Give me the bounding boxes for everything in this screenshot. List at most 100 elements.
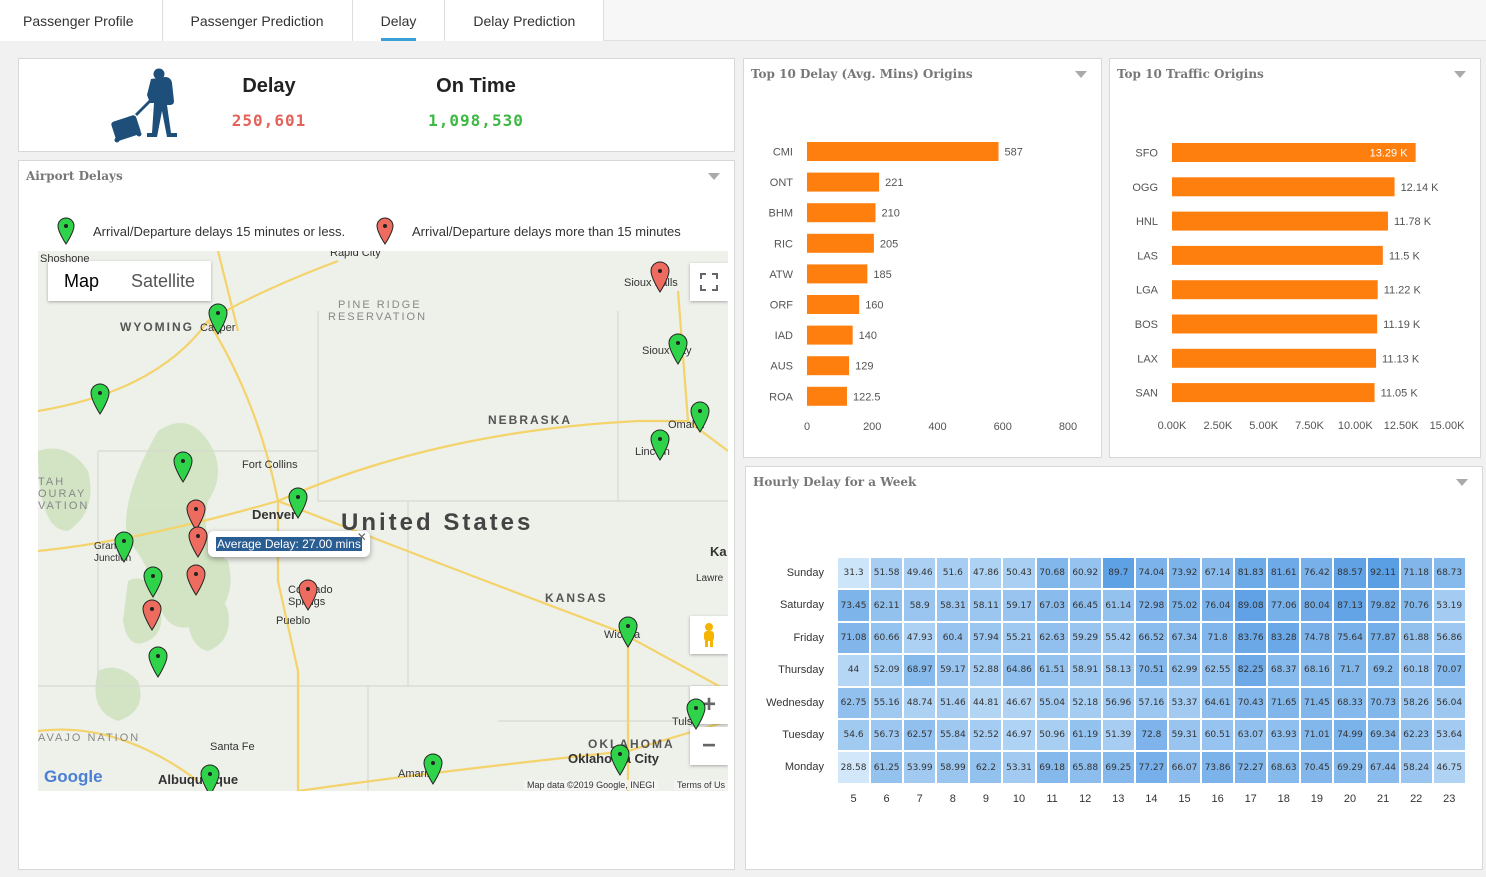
heatmap-cell[interactable]: 69.34 (1366, 718, 1400, 752)
heatmap-cell[interactable]: 68.63 (1267, 751, 1301, 784)
heatmap-cell[interactable]: 55.21 (1002, 621, 1036, 655)
heatmap-cell[interactable]: 63.07 (1234, 718, 1268, 752)
heatmap-cell[interactable]: 83.28 (1267, 621, 1301, 655)
heatmap-cell[interactable]: 73.92 (1167, 557, 1202, 590)
map[interactable]: Map Satellite + − WYOMING NEBRASKA KANSA… (38, 251, 728, 791)
heatmap-cell[interactable]: 74.04 (1134, 557, 1168, 590)
green-pin-marker[interactable] (114, 531, 134, 568)
red-pin-marker[interactable] (298, 579, 318, 616)
heatmap-cell[interactable]: 71.8 (1201, 621, 1235, 655)
heatmap-cell[interactable]: 49.46 (903, 557, 937, 590)
heatmap-cell[interactable]: 66.52 (1134, 621, 1168, 655)
heatmap-cell[interactable]: 55.16 (870, 686, 904, 719)
heatmap-cell[interactable]: 65.88 (1068, 751, 1102, 784)
heatmap-cell[interactable]: 52.09 (870, 654, 904, 687)
heatmap-cell[interactable]: 47.86 (969, 557, 1003, 590)
heatmap-cell[interactable]: 83.76 (1234, 621, 1268, 655)
heatmap-cell[interactable]: 61.88 (1399, 621, 1433, 655)
heatmap-cell[interactable]: 68.16 (1300, 654, 1334, 687)
heatmap-cell[interactable]: 74.99 (1333, 718, 1367, 752)
red-pin-marker[interactable] (188, 526, 208, 563)
tab-passenger-profile[interactable]: Passenger Profile (0, 0, 163, 41)
heatmap-cell[interactable]: 60.51 (1201, 718, 1235, 752)
green-pin-marker[interactable] (668, 333, 688, 370)
heatmap-cell[interactable]: 46.67 (1002, 686, 1036, 719)
heatmap-cell[interactable]: 60.66 (870, 621, 904, 655)
heatmap-cell[interactable]: 64.86 (1002, 654, 1036, 687)
heatmap-cell[interactable]: 75.64 (1333, 621, 1367, 655)
heatmap-cell[interactable]: 71.01 (1300, 718, 1334, 752)
heatmap-cell[interactable]: 59.31 (1167, 718, 1202, 752)
heatmap-cell[interactable]: 52.52 (969, 718, 1003, 752)
heatmap-cell[interactable]: 58.24 (1399, 751, 1433, 784)
heatmap-cell[interactable]: 87.13 (1333, 589, 1367, 622)
heatmap-cell[interactable]: 80.04 (1300, 589, 1334, 622)
heatmap-cell[interactable]: 51.46 (936, 686, 970, 719)
heatmap-cell[interactable]: 64.61 (1201, 686, 1235, 719)
heatmap-cell[interactable]: 53.19 (1432, 589, 1466, 622)
green-pin-marker[interactable] (610, 744, 630, 781)
heatmap-cell[interactable]: 31.3 (837, 557, 871, 590)
heatmap-cell[interactable]: 55.84 (936, 718, 970, 752)
heatmap-cell[interactable]: 70.73 (1366, 686, 1400, 719)
heatmap-cell[interactable]: 72.27 (1234, 751, 1268, 784)
heatmap-cell[interactable]: 58.26 (1399, 686, 1433, 719)
red-pin-marker[interactable] (186, 564, 206, 601)
heatmap-cell[interactable]: 71.18 (1399, 557, 1433, 590)
panel-menu-chevron-icon[interactable] (1075, 71, 1087, 78)
heatmap-cell[interactable]: 71.7 (1333, 654, 1367, 687)
heatmap-cell[interactable]: 59.17 (936, 654, 970, 687)
info-window-close-button[interactable]: ✕ (356, 530, 367, 544)
heatmap-cell[interactable]: 68.33 (1333, 686, 1367, 719)
heatmap-cell[interactable]: 47.93 (903, 621, 937, 655)
zoom-out-button[interactable]: − (690, 727, 728, 765)
terms-link[interactable]: Terms of Us (674, 780, 728, 790)
heatmap-cell[interactable]: 53.99 (903, 751, 937, 784)
red-pin-marker[interactable] (650, 261, 670, 298)
heatmap-cell[interactable]: 70.68 (1035, 557, 1069, 590)
heatmap-cell[interactable]: 53.64 (1432, 718, 1466, 752)
heatmap-cell[interactable]: 59.29 (1068, 621, 1102, 655)
heatmap-cell[interactable]: 88.57 (1333, 557, 1367, 590)
heatmap-cell[interactable]: 79.82 (1366, 589, 1400, 622)
heatmap-cell[interactable]: 62.11 (870, 589, 904, 622)
heatmap-cell[interactable]: 67.34 (1167, 621, 1202, 655)
red-pin-marker[interactable] (142, 599, 162, 636)
heatmap-cell[interactable]: 61.25 (870, 751, 904, 784)
heatmap-cell[interactable]: 48.74 (903, 686, 937, 719)
green-pin-marker[interactable] (208, 303, 228, 340)
heatmap-cell[interactable]: 71.45 (1300, 686, 1334, 719)
heatmap-cell[interactable]: 73.86 (1201, 751, 1235, 784)
heatmap-cell[interactable]: 70.76 (1399, 589, 1433, 622)
heatmap-cell[interactable]: 62.55 (1201, 654, 1235, 687)
heatmap-cell[interactable]: 70.51 (1134, 654, 1168, 687)
heatmap-cell[interactable]: 70.45 (1300, 751, 1334, 784)
heatmap-cell[interactable]: 68.97 (903, 654, 937, 687)
heatmap-cell[interactable]: 71.08 (837, 621, 871, 655)
heatmap-cell[interactable]: 54.6 (837, 718, 871, 752)
heatmap-cell[interactable]: 46.97 (1002, 718, 1036, 752)
heatmap-cell[interactable]: 51.58 (870, 557, 904, 590)
heatmap-cell[interactable]: 77.87 (1366, 621, 1400, 655)
heatmap-cell[interactable]: 52.88 (969, 654, 1003, 687)
heatmap-cell[interactable]: 58.91 (1068, 654, 1102, 687)
heatmap-cell[interactable]: 57.94 (969, 621, 1003, 655)
green-pin-marker[interactable] (90, 383, 110, 420)
green-pin-marker[interactable] (618, 616, 638, 653)
heatmap-cell[interactable]: 76.42 (1300, 557, 1334, 590)
green-pin-marker[interactable] (650, 429, 670, 466)
heatmap-cell[interactable]: 81.61 (1267, 557, 1301, 590)
fullscreen-button[interactable] (690, 263, 728, 301)
heatmap-cell[interactable]: 62.57 (903, 718, 937, 752)
heatmap-cell[interactable]: 61.19 (1068, 718, 1102, 752)
heatmap-cell[interactable]: 74.78 (1300, 621, 1334, 655)
street-view-button[interactable] (690, 616, 728, 654)
heatmap-cell[interactable]: 55.04 (1035, 686, 1069, 719)
green-pin-marker[interactable] (148, 646, 168, 683)
heatmap-cell[interactable]: 67.14 (1201, 557, 1235, 590)
heatmap-cell[interactable]: 67.03 (1035, 589, 1069, 622)
green-pin-marker[interactable] (690, 401, 710, 438)
heatmap-cell[interactable]: 73.45 (837, 589, 871, 622)
heatmap-cell[interactable]: 56.73 (870, 718, 904, 752)
heatmap-cell[interactable]: 58.99 (936, 751, 970, 784)
